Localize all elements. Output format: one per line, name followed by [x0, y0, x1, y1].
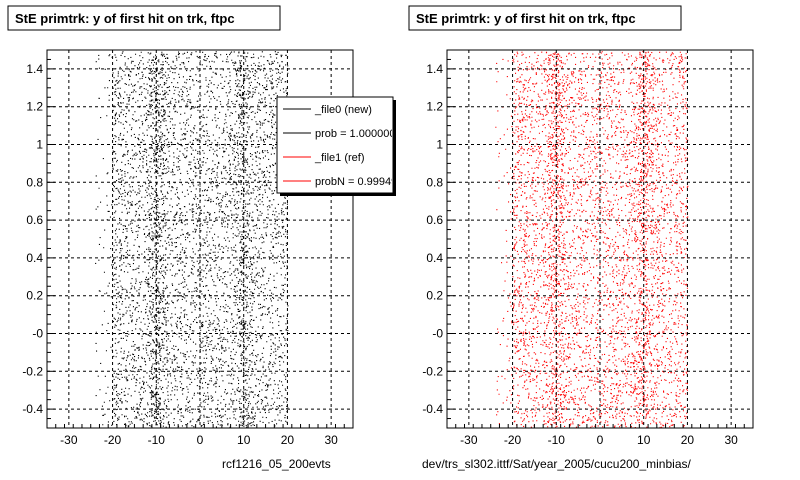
y-tick-label: 1: [436, 138, 443, 152]
y-tick-label: 0.2: [26, 289, 43, 303]
x-tick-label: 10: [637, 433, 651, 447]
y-tick-label: -0.4: [22, 402, 43, 416]
plot-panel-1: StE primtrk: y of first hit on trk, ftpc…: [7, 5, 403, 471]
y-tick-label: 0.6: [426, 213, 443, 227]
x-tick-label: -20: [504, 433, 522, 447]
x-tick-label: 0: [197, 433, 204, 447]
x-tick-label: -10: [548, 433, 566, 447]
plot-footer-label: rcf1216_05_200evts: [222, 457, 331, 471]
plot-title-box: [7, 5, 281, 31]
plot-title-box: [408, 5, 682, 31]
y-tick-label: 1.2: [426, 100, 443, 114]
legend-entry-label: probN = 0.999495: [315, 176, 403, 188]
y-tick-label: -0.4: [422, 402, 443, 416]
y-tick-label: -0: [32, 327, 43, 341]
y-tick-label: 0.4: [26, 251, 43, 265]
legend: _file0 (new) prob = 1.000000 _file1 (ref) p…: [283, 104, 403, 188]
y-tick-label: 0.2: [426, 289, 443, 303]
x-tick-label: -30: [60, 433, 78, 447]
y-tick-label: 0.6: [26, 213, 43, 227]
y-tick-label: -0.2: [422, 364, 443, 378]
y-tick-label: 0.4: [426, 251, 443, 265]
y-tick-label: 1.2: [26, 100, 43, 114]
plot-footer-label: dev/trs_sl302.ittf/Sat/year_2005/cucu200…: [422, 457, 691, 471]
x-tick-label: 20: [681, 433, 695, 447]
y-tick-label: 0.8: [26, 175, 43, 189]
plot-title: StE primtrk: y of first hit on trk, ftpc: [416, 11, 636, 26]
y-tick-label: -0: [432, 327, 443, 341]
x-tick-label: 30: [324, 433, 338, 447]
y-tick-label: 1: [36, 138, 43, 152]
legend-entry-label: _file1 (ref): [314, 152, 365, 164]
legend-box: [276, 96, 394, 194]
y-tick-label: -0.2: [22, 364, 43, 378]
legend-entry-label: _file0 (new): [314, 104, 372, 116]
y-tick-label: 1.4: [426, 62, 443, 76]
legend-entry-label: prob = 1.000000: [315, 128, 395, 140]
x-tick-label: 20: [281, 433, 295, 447]
x-tick-label: -10: [148, 433, 166, 447]
plot-panel-2: StE primtrk: y of first hit on trk, ftpc…: [408, 5, 754, 471]
x-tick-label: 30: [724, 433, 738, 447]
x-tick-label: 10: [237, 433, 251, 447]
plot-title: StE primtrk: y of first hit on trk, ftpc: [15, 11, 235, 26]
x-tick-label: 0: [597, 433, 604, 447]
x-tick-label: -20: [104, 433, 122, 447]
y-tick-label: 1.4: [26, 62, 43, 76]
y-tick-label: 0.8: [426, 175, 443, 189]
x-tick-label: -30: [460, 433, 478, 447]
